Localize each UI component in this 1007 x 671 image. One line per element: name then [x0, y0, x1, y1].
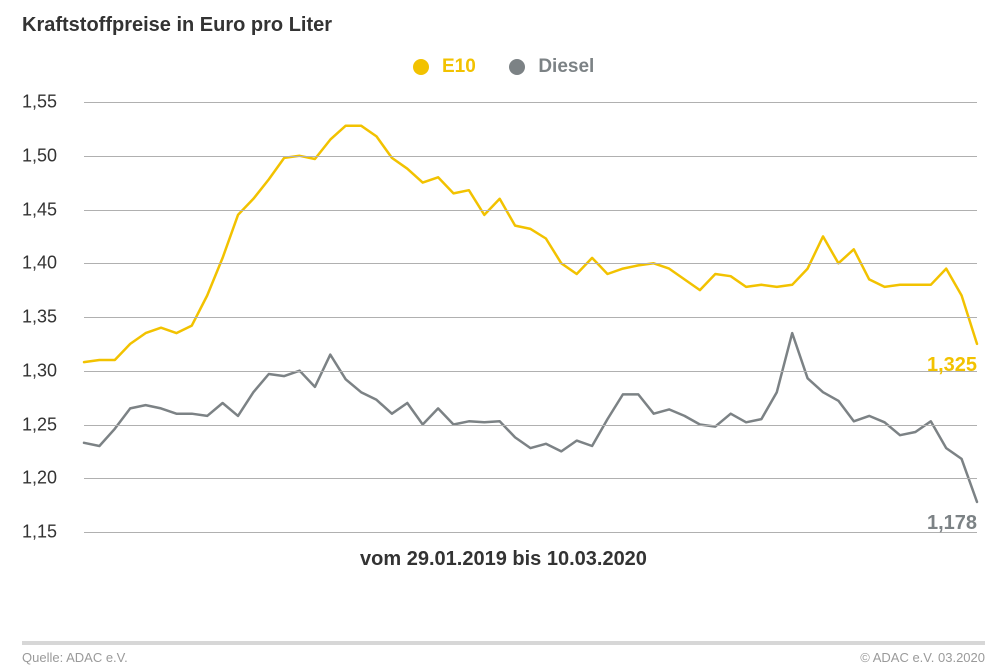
gridline: [84, 371, 977, 372]
end-value-label-diesel: 1,178: [927, 512, 977, 535]
y-tick-label: 1,40: [22, 253, 57, 274]
chart-svg: [22, 92, 985, 572]
gridline: [84, 263, 977, 264]
legend-dot-e10: [413, 59, 429, 75]
gridline: [84, 156, 977, 157]
chart-title: Kraftstoffpreise in Euro pro Liter: [22, 14, 332, 37]
y-tick-label: 1,15: [22, 522, 57, 543]
gridline: [84, 317, 977, 318]
gridline: [84, 102, 977, 103]
y-tick-label: 1,30: [22, 360, 57, 381]
legend: E10 Diesel: [0, 56, 1007, 78]
end-value-label-e10: 1,325: [927, 354, 977, 377]
legend-label-diesel: Diesel: [538, 56, 594, 77]
footer-copyright: © ADAC e.V. 03.2020: [860, 650, 985, 665]
y-tick-label: 1,35: [22, 307, 57, 328]
y-tick-label: 1,20: [22, 468, 57, 489]
gridline: [84, 425, 977, 426]
series-line-e10: [84, 126, 977, 362]
footer-divider: [22, 641, 985, 645]
legend-dot-diesel: [509, 59, 525, 75]
gridline: [84, 210, 977, 211]
chart-plot-area: 1,15 1,20 1,25 1,30 1,35 1,40 1,45 1,50 1,55 1,32…: [22, 92, 985, 572]
y-tick-label: 1,25: [22, 414, 57, 435]
gridline: [84, 478, 977, 479]
legend-item-diesel: Diesel: [509, 56, 594, 78]
y-tick-label: 1,45: [22, 199, 57, 220]
legend-label-e10: E10: [442, 56, 476, 77]
gridline: [84, 532, 977, 533]
series-line-diesel: [84, 333, 977, 502]
x-axis-title: vom 29.01.2019 bis 10.03.2020: [22, 548, 985, 571]
chart-container: { "title": "Kraftstoffpreise in Euro pro…: [0, 0, 1007, 671]
legend-item-e10: E10: [413, 56, 476, 78]
y-tick-label: 1,50: [22, 145, 57, 166]
y-tick-label: 1,55: [22, 92, 57, 113]
footer-source: Quelle: ADAC e.V.: [22, 650, 128, 665]
